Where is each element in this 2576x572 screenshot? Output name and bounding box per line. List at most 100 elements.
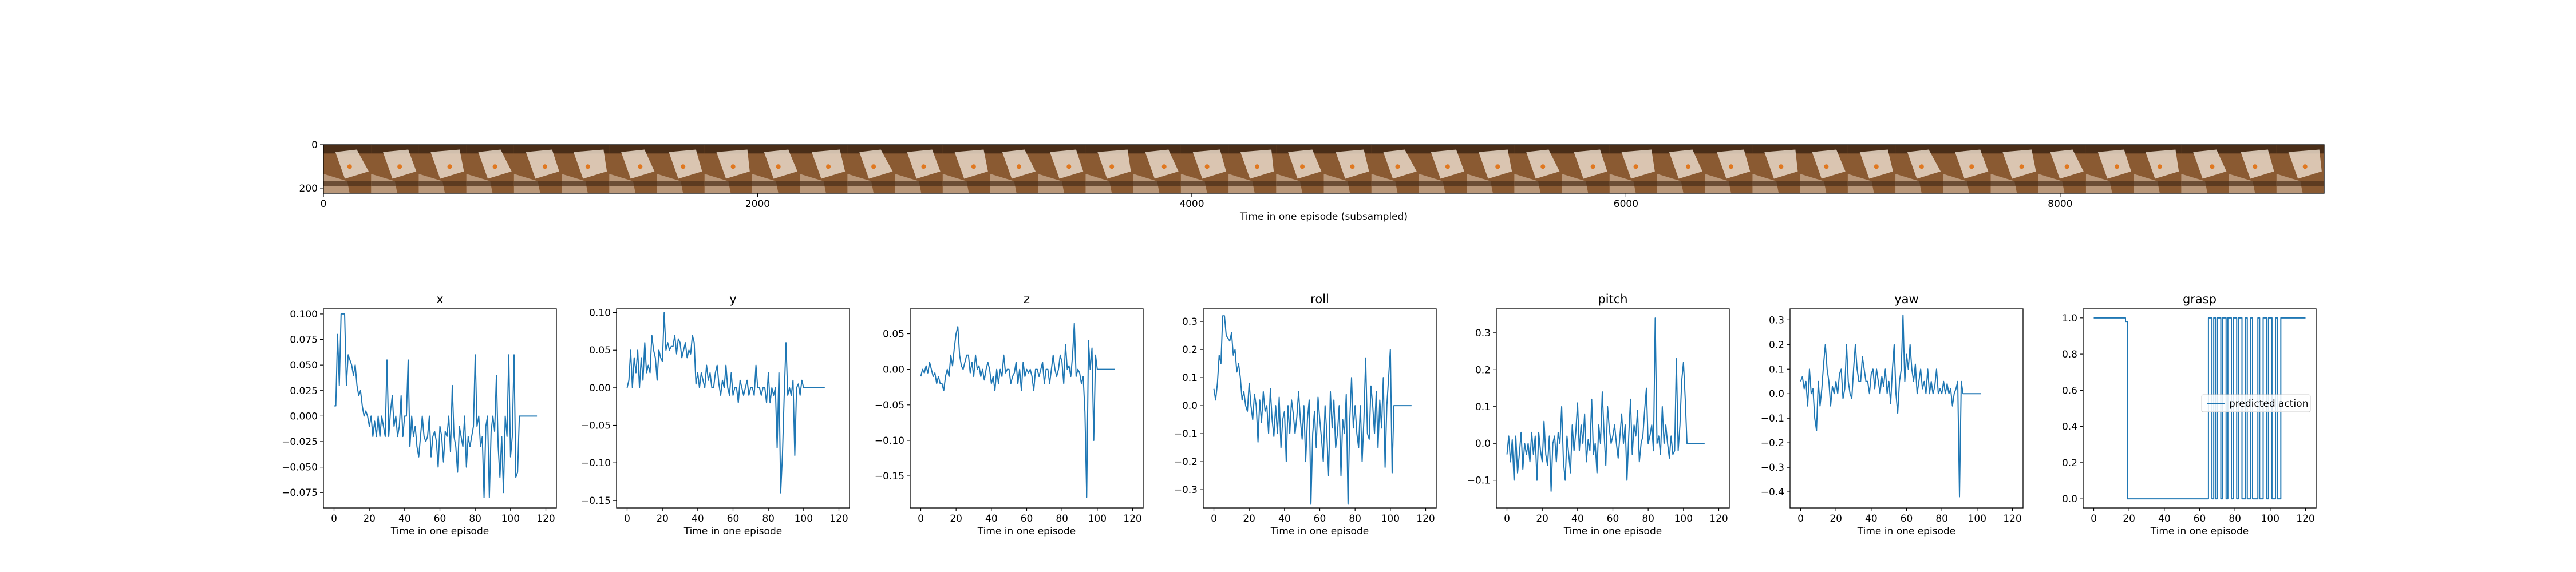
y-tick-label: 200 — [299, 183, 318, 194]
subplot-grasp: grasp 0 20 40 60 80 100 120 0.0 0.2 0.4 0.6 0.8 1.0 Ti… — [2062, 292, 2317, 537]
series-line — [1800, 314, 1981, 498]
x-axis-label: Time in one episode — [1857, 526, 1955, 537]
y-tick-label: 0.2 — [1475, 364, 1491, 376]
x-tick-label: 0 — [2091, 513, 2097, 525]
x-tick-label: 0 — [321, 198, 327, 210]
y-tick-label: −0.2 — [1174, 456, 1198, 468]
x-tick-label: 40 — [985, 513, 998, 525]
y-tick-label: 0.1 — [1475, 402, 1491, 413]
y-tick-label: 0.1 — [1182, 372, 1198, 384]
y-tick-label: −0.3 — [1174, 484, 1198, 496]
episode-frame — [1657, 145, 1705, 193]
y-tick-label: −0.1 — [1174, 428, 1198, 440]
episode-frame — [513, 145, 562, 193]
x-tick-label: 40 — [2158, 513, 2171, 525]
episode-frame — [2181, 145, 2230, 193]
y-tick-label: −0.05 — [875, 400, 904, 411]
episode-frame — [1133, 145, 1182, 193]
x-tick-label: 100 — [2261, 513, 2279, 525]
x-tick-label: 40 — [398, 513, 411, 525]
y-tick-label: 0.000 — [290, 411, 318, 422]
x-tick-label: 80 — [1056, 513, 1068, 525]
episode-frame — [1609, 145, 1658, 193]
action-plots: x0 20 40 60 80 100 120−0.075−0.050−0.0250.0000… — [282, 292, 2317, 537]
episode-frame — [466, 145, 515, 193]
x-tick-label: 20 — [656, 513, 669, 525]
episode-frame — [1562, 145, 1610, 193]
episode-frame — [2229, 145, 2277, 193]
y-tick-label: −0.1 — [1467, 475, 1491, 487]
episode-frame — [2085, 145, 2134, 193]
x-tick-label: 20 — [363, 513, 376, 525]
episode-frame — [1895, 145, 1943, 193]
subplot-pitch: pitch 0 20 40 60 80 100 120 −0.1 0.0 0.1 0.2 0.3 Time… — [1467, 292, 1730, 537]
x-tick-label: 60 — [1021, 513, 1033, 525]
episode-frame — [2038, 145, 2087, 193]
x-tick-label: 4000 — [1179, 198, 1204, 210]
series-line — [334, 313, 538, 499]
y-tick-label: 0.2 — [2062, 458, 2077, 469]
episode-frame — [1371, 145, 1420, 193]
series-line — [2093, 317, 2306, 500]
episode-frame — [752, 145, 800, 193]
y-tick-label: 0.075 — [290, 335, 318, 346]
episode-frame — [1752, 145, 1801, 193]
episode-frame — [1467, 145, 1515, 193]
legend-label: predicted action — [2229, 398, 2308, 410]
x-tick-label: 0 — [331, 513, 337, 525]
x-tick-label: 40 — [1278, 513, 1291, 525]
axes-frame — [1203, 308, 1437, 509]
y-tick-label: 0.3 — [1182, 316, 1198, 328]
subplot-x: x 0 20 40 60 80 100 120 −0.075 −0.050 −0.025 0.000 0… — [282, 292, 557, 537]
x-tick-label: 60 — [434, 513, 447, 525]
y-tick-label: 0.0 — [1182, 400, 1198, 412]
episode-frame — [1800, 145, 1848, 193]
episode-frame — [1847, 145, 1896, 193]
y-tick-label: 0.10 — [589, 308, 611, 319]
x-tick-label: 120 — [2296, 513, 2314, 525]
x-tick-label: 80 — [762, 513, 775, 525]
episode-frame — [2134, 145, 2182, 193]
y-tick-label: −0.10 — [581, 458, 611, 469]
x-tick-label: 80 — [1642, 513, 1654, 525]
y-tick-label: 0.00 — [883, 364, 904, 376]
episode-frame — [609, 145, 657, 193]
series-line — [1506, 317, 1705, 492]
x-tick-label: 6000 — [1614, 198, 1638, 210]
x-axis-label: Time in one episode — [390, 526, 489, 537]
y-tick-label: 0.0 — [1475, 438, 1491, 450]
episode-frame — [562, 145, 610, 193]
y-tick-label: −0.05 — [581, 420, 611, 432]
episode-frame — [657, 145, 705, 193]
episode-frame — [1419, 145, 1467, 193]
episode-frame — [990, 145, 1038, 193]
episode-frame — [2276, 145, 2325, 193]
y-tick-label: −0.15 — [875, 471, 904, 482]
x-tick-label: 80 — [469, 513, 481, 525]
y-tick-label: 0.4 — [2062, 422, 2077, 433]
x-axis-label: Time in one episode — [2150, 526, 2249, 537]
episode-frame — [418, 145, 467, 193]
x-tick-label: 100 — [1674, 513, 1693, 525]
episode-frame — [371, 145, 419, 193]
y-tick-label: −0.050 — [282, 462, 318, 474]
y-tick-label: 0.0 — [2062, 494, 2077, 505]
x-axis-label: Time in one episode — [1270, 526, 1369, 537]
x-tick-label: 120 — [1123, 513, 1141, 525]
x-tick-label: 20 — [950, 513, 962, 525]
episode-frame — [847, 145, 896, 193]
y-tick-label: 0.6 — [2062, 385, 2077, 396]
y-tick-label: 0.00 — [589, 383, 611, 394]
subplot-title: grasp — [2183, 292, 2217, 306]
x-tick-label: 8000 — [2048, 198, 2072, 210]
y-tick-label: 0.0 — [1769, 388, 1784, 400]
y-tick-label: −0.4 — [1761, 487, 1784, 498]
x-tick-label: 20 — [1536, 513, 1548, 525]
y-tick-label: 0.05 — [589, 345, 611, 356]
x-tick-label: 40 — [1865, 513, 1878, 525]
subplot-title: yaw — [1894, 292, 1918, 306]
episode-frame — [1180, 145, 1229, 193]
x-tick-label: 120 — [536, 513, 555, 525]
episode-frame — [1228, 145, 1277, 193]
